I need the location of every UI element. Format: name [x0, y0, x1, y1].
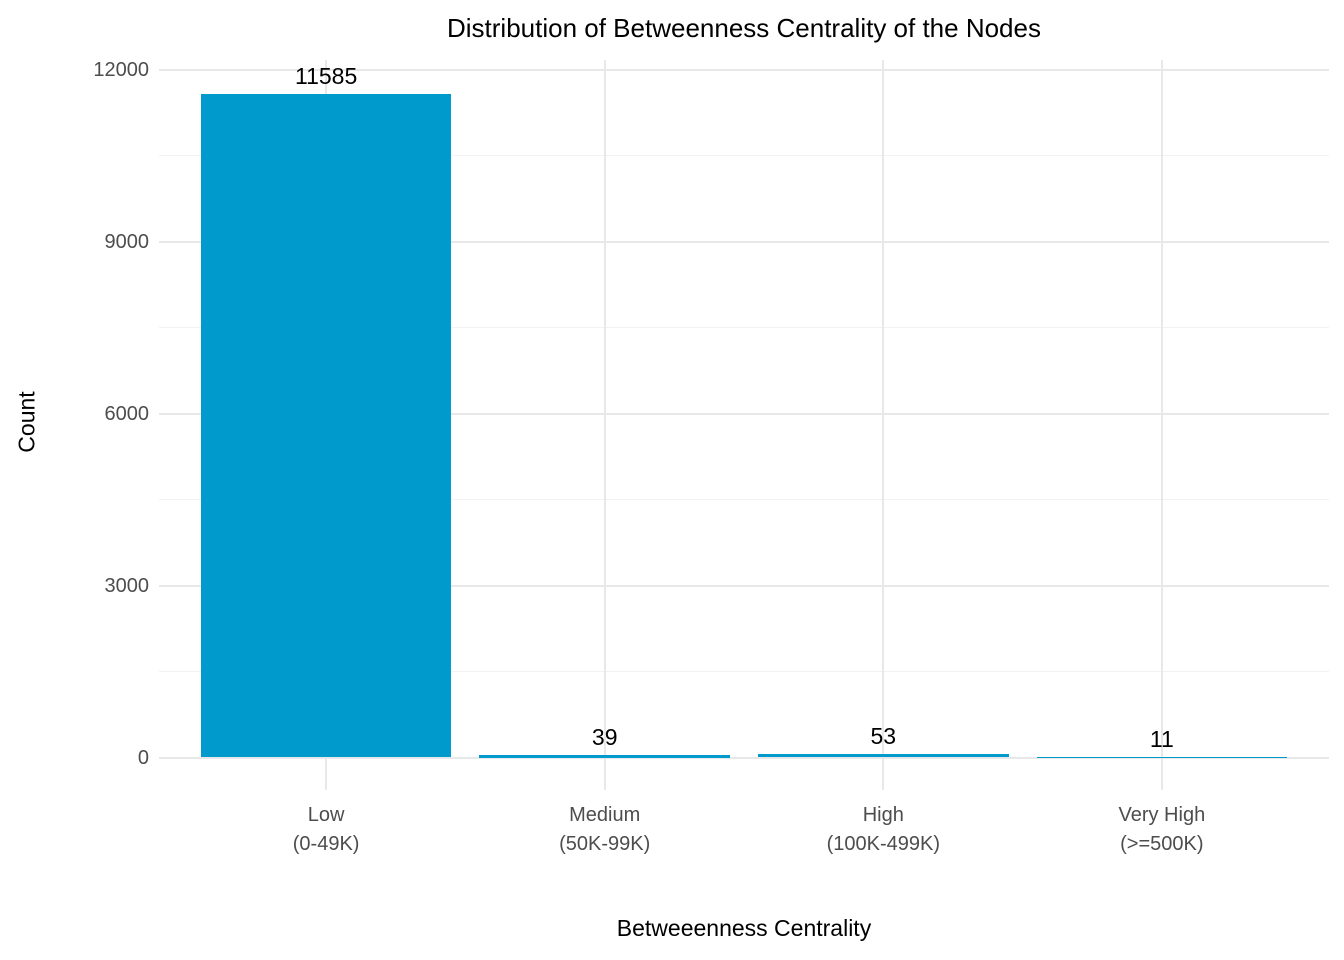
x-axis-title: Betweeenness Centrality — [616, 915, 872, 941]
x-tick-label-line1: Very High — [1118, 804, 1206, 826]
gridline-x-major — [882, 60, 885, 790]
y-tick-label: 0 — [137, 746, 149, 769]
bar-value-label: 11 — [1149, 725, 1174, 752]
bar-high — [757, 754, 1009, 758]
x-tick-label: High (100K-499K) — [744, 801, 1023, 859]
bar-value-label: 53 — [870, 723, 897, 750]
y-axis-title: Count — [13, 391, 40, 453]
gridline-x-major — [1160, 60, 1163, 790]
x-tick-label: Very High (>=500K) — [1023, 801, 1302, 859]
y-tick-label: 6000 — [104, 402, 150, 425]
gridline-y-major — [159, 756, 1329, 759]
bar-medium — [479, 755, 731, 758]
x-tick-label: Medium (50K-99K) — [465, 801, 744, 859]
bar-value-label: 39 — [591, 724, 618, 751]
gridline-y-minor — [159, 499, 1329, 501]
gridline-y-major — [159, 584, 1329, 587]
bar-very-high — [1036, 756, 1288, 758]
y-tick-label: 9000 — [104, 230, 150, 253]
gridline-y-minor — [159, 671, 1329, 673]
x-tick-label-line1: Medium — [569, 804, 641, 826]
x-tick-label-line2: (50K-99K) — [559, 833, 651, 855]
gridline-y-major — [159, 240, 1329, 243]
chart-title: Distribution of Betweenness Centrality o… — [447, 13, 1041, 43]
x-tick-label-line1: Low — [307, 804, 345, 826]
gridline-x-major — [603, 60, 606, 790]
gridline-y-minor — [159, 327, 1329, 329]
x-tick-label-line2: (>=500K) — [1120, 833, 1204, 855]
y-tick-label: 3000 — [104, 574, 150, 597]
bar-value-label: 11585 — [295, 62, 358, 89]
x-tick-label-line1: High — [862, 804, 904, 826]
x-tick-label: Low (0-49K) — [187, 801, 466, 859]
x-tick-label-line2: (100K-499K) — [826, 833, 940, 855]
bar-low — [200, 93, 452, 758]
gridline-y-major — [159, 69, 1329, 71]
gridline-y-major — [159, 412, 1329, 415]
x-tick-label-line2: (0-49K) — [292, 833, 360, 855]
gridline-y-minor — [159, 155, 1329, 157]
y-tick-label: 12000 — [93, 59, 149, 81]
